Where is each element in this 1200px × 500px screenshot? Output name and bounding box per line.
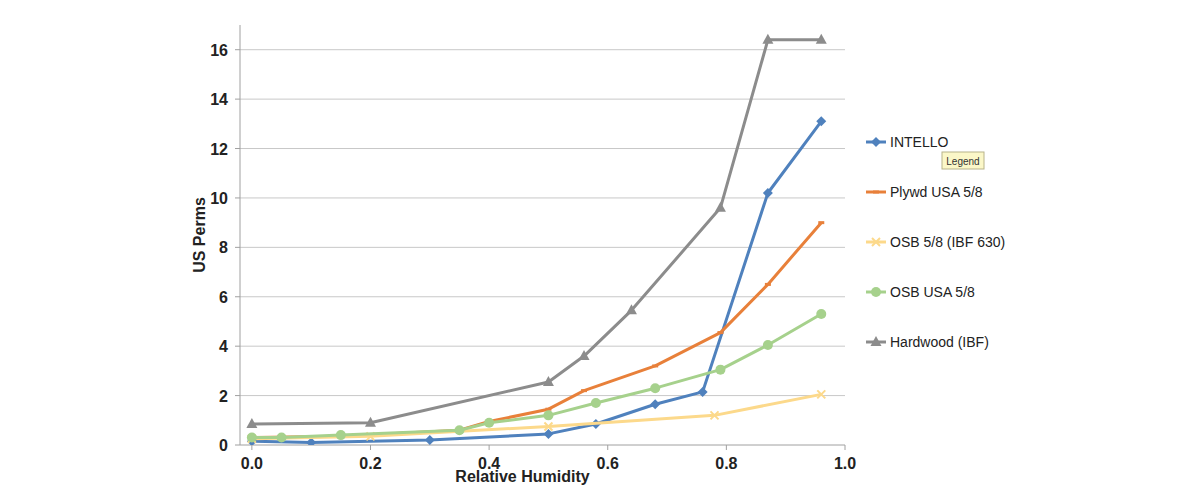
y-tick	[235, 99, 240, 100]
legend-marker	[872, 238, 880, 246]
series-line	[252, 223, 821, 438]
series-line	[252, 121, 821, 442]
background	[0, 0, 1200, 500]
point	[715, 202, 726, 212]
tooltip-box	[942, 152, 984, 169]
point	[817, 390, 825, 398]
y-tick	[235, 346, 240, 347]
y-tick	[235, 296, 240, 297]
x-tick-label: 1.0	[834, 455, 856, 472]
legend: INTELLO Plywd USA 5/8 OSB 5/8 (IBF 630) OSB…	[866, 134, 1005, 350]
point	[365, 417, 376, 427]
y-tick	[235, 49, 240, 50]
legend-label: INTELLO	[890, 134, 948, 150]
point	[698, 387, 708, 397]
point	[591, 398, 601, 408]
point	[816, 116, 826, 126]
plot-area	[246, 34, 826, 445]
series-line	[252, 314, 821, 438]
point	[246, 418, 257, 428]
y-tick	[235, 445, 240, 446]
grid-line	[240, 395, 845, 396]
y-tick	[235, 148, 240, 149]
x-axis	[240, 445, 845, 446]
x-tick	[845, 445, 846, 450]
y-tick-label: 4	[219, 338, 228, 355]
legend-label: OSB USA 5/8	[890, 284, 975, 300]
tooltip-text: Legend	[946, 156, 979, 167]
x-tick	[251, 445, 252, 450]
point	[818, 221, 824, 224]
y-tick	[235, 197, 240, 198]
point	[545, 408, 551, 411]
x-tick-label: 0.2	[359, 455, 381, 472]
y-tick-label: 10	[210, 190, 228, 207]
legend-swatch	[866, 191, 886, 194]
y-tick	[235, 395, 240, 396]
x-tick-label: 0.6	[597, 455, 619, 472]
point	[763, 188, 773, 198]
grid-line	[240, 197, 845, 198]
grid-line	[240, 148, 845, 149]
point	[579, 350, 590, 360]
y-tick-label: 12	[210, 141, 228, 158]
legend-marker	[871, 336, 882, 346]
x-tick-label: 0.8	[715, 455, 737, 472]
x-tick	[370, 445, 371, 450]
x-axis-label: Relative Humidity	[455, 468, 589, 485]
point	[650, 399, 660, 409]
point	[544, 422, 552, 430]
point	[581, 389, 587, 392]
legend-label: Plywd USA 5/8	[890, 184, 983, 200]
legend-marker	[871, 287, 881, 297]
grid-line	[240, 247, 845, 248]
x-tick-label: 0.0	[241, 455, 263, 472]
x-tick	[607, 445, 608, 450]
legend-marker	[873, 191, 879, 194]
point	[650, 383, 660, 393]
legend-marker	[871, 137, 881, 147]
y-axis-label: US Perms	[191, 197, 208, 273]
legend-label: Hardwood (IBF)	[890, 334, 989, 350]
point	[762, 34, 773, 44]
point	[484, 418, 494, 428]
point	[715, 365, 725, 375]
point	[816, 309, 826, 319]
point	[711, 411, 719, 419]
point	[247, 433, 257, 443]
point	[543, 410, 553, 420]
y-tick-label: 8	[219, 239, 228, 256]
legend-label: OSB 5/8 (IBF 630)	[890, 234, 1005, 250]
x-tick	[726, 445, 727, 450]
point	[336, 430, 346, 440]
grid-line	[240, 99, 845, 100]
y-tick-label: 0	[219, 437, 228, 454]
chart: 02468101214160.00.20.40.60.81.0Relative …	[0, 0, 1200, 500]
point	[543, 376, 554, 386]
point	[277, 433, 287, 443]
y-tick-label: 6	[219, 289, 228, 306]
point	[763, 340, 773, 350]
y-tick-label: 2	[219, 388, 228, 405]
y-tick-label: 14	[210, 91, 228, 108]
point	[454, 425, 464, 435]
y-tick-label: 16	[210, 42, 228, 59]
grid-line	[240, 49, 845, 50]
point	[652, 364, 658, 367]
point	[765, 283, 771, 286]
point	[425, 435, 435, 445]
y-axis	[240, 25, 241, 445]
point	[816, 34, 827, 44]
point	[626, 304, 637, 314]
x-tick	[489, 445, 490, 450]
series-line	[252, 40, 821, 424]
grid-line	[240, 346, 845, 347]
y-tick	[235, 247, 240, 248]
point	[717, 331, 723, 334]
